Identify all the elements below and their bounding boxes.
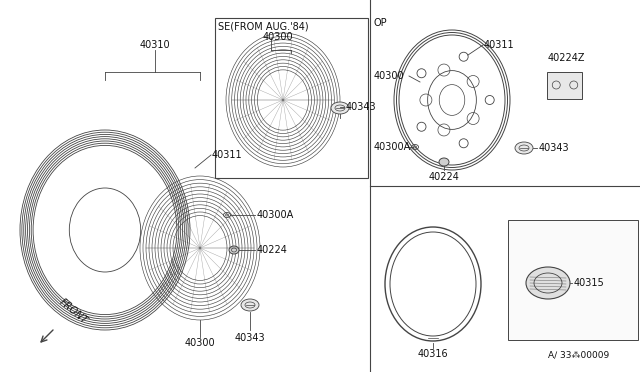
Ellipse shape (241, 299, 259, 311)
Ellipse shape (229, 246, 239, 254)
Text: 40343: 40343 (346, 102, 376, 112)
Ellipse shape (439, 158, 449, 166)
Text: 40316: 40316 (418, 349, 448, 359)
Text: OP: OP (374, 18, 388, 28)
Text: A∕ 33⁂00009: A∕ 33⁂00009 (548, 350, 609, 359)
Bar (215, 18, 368, 178)
Text: 40311: 40311 (212, 150, 243, 160)
Text: 40343: 40343 (235, 333, 266, 343)
Ellipse shape (526, 267, 570, 299)
Text: 40224Z: 40224Z (548, 53, 586, 63)
Text: 40300A: 40300A (374, 142, 412, 152)
Text: 40300: 40300 (185, 338, 215, 348)
Ellipse shape (515, 142, 533, 154)
Text: 40300: 40300 (374, 71, 404, 81)
Text: 40310: 40310 (140, 40, 170, 50)
Text: 40224: 40224 (429, 172, 460, 182)
Text: 40300A: 40300A (257, 210, 294, 220)
Text: 40311: 40311 (484, 40, 515, 50)
Ellipse shape (331, 102, 349, 114)
Text: 40300: 40300 (262, 32, 293, 42)
Bar (508, 220, 638, 340)
Text: FRONT: FRONT (57, 297, 89, 326)
Text: 40224: 40224 (257, 245, 288, 255)
Bar (547, 71, 582, 99)
Text: 40343: 40343 (539, 143, 570, 153)
Text: SE(FROM AUG.'84): SE(FROM AUG.'84) (218, 21, 308, 31)
Text: 40315: 40315 (574, 278, 605, 288)
